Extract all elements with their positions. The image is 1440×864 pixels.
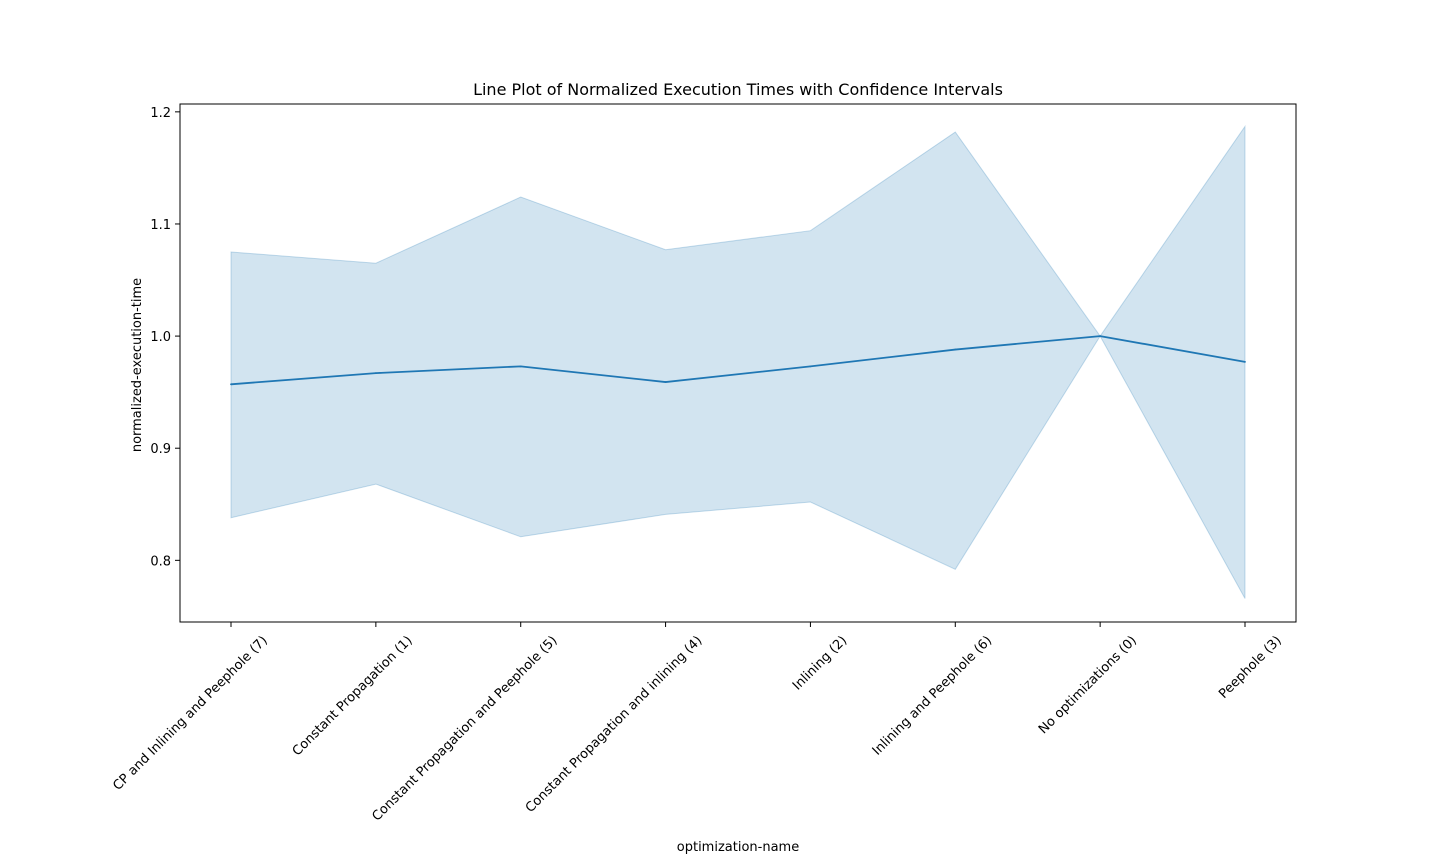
data-point xyxy=(1099,335,1102,337)
y-tick-label: 1.1 xyxy=(150,218,171,233)
data-point xyxy=(230,383,232,386)
y-axis: 0.8 0.9 1.0 1.1 1.2 xyxy=(150,106,180,569)
data-point xyxy=(519,365,522,368)
data-point xyxy=(809,365,812,368)
y-tick-label: 0.9 xyxy=(150,442,171,457)
x-axis-label: optimization-name xyxy=(677,840,799,855)
y-tick-label: 1.0 xyxy=(150,330,171,345)
series-line xyxy=(230,335,1246,386)
y-tick-label: 0.8 xyxy=(150,554,171,569)
chart-title: Line Plot of Normalized Execution Times … xyxy=(473,80,1003,99)
y-axis-label: normalized-execution-time xyxy=(130,278,145,452)
confidence-band xyxy=(230,124,1246,599)
plot-area xyxy=(230,124,1246,599)
axes-frame xyxy=(179,103,1297,623)
data-point xyxy=(1244,360,1246,363)
data-point xyxy=(374,372,377,374)
data-point xyxy=(664,381,667,383)
y-tick-label: 1.2 xyxy=(150,106,171,121)
data-point xyxy=(954,348,957,351)
